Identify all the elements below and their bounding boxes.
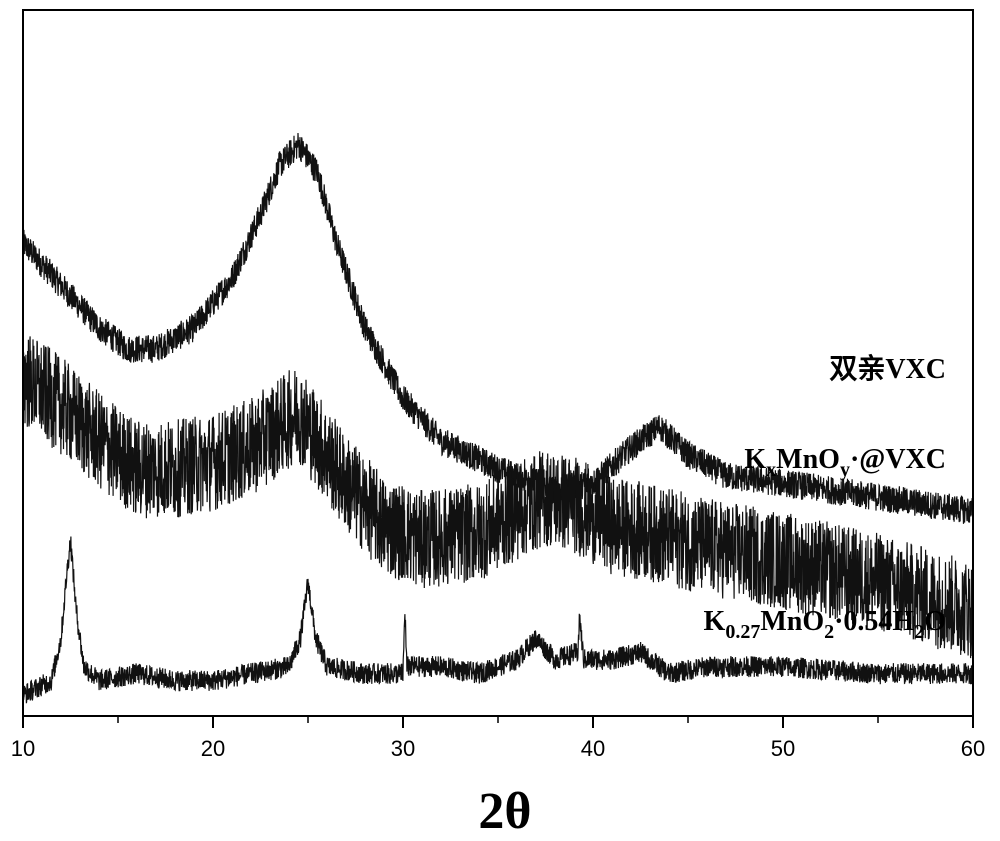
series-label-3-part-1: K xyxy=(704,606,726,637)
series-label-3-part-7: O xyxy=(924,606,946,637)
series-label-3: K0.27MnO2·0.54H2O xyxy=(704,606,946,643)
x-axis-label: 2θ xyxy=(478,783,531,840)
x-tick-label-20: 20 xyxy=(201,736,225,761)
x-tick-label-40: 40 xyxy=(581,736,605,761)
series-label-2-part-1: K xyxy=(744,444,766,475)
x-tick-label-30: 30 xyxy=(391,736,415,761)
series-label-1: 双亲VXC xyxy=(829,353,946,385)
series-label-3-part-3: MnO xyxy=(760,606,824,637)
series-label-2: KxMnOy·@VXC xyxy=(744,444,946,481)
series-label-1-part-1: 双亲VXC xyxy=(829,353,946,385)
series-label-3-part-4: 2 xyxy=(824,621,834,643)
series-label-2-part-2: x xyxy=(766,459,776,481)
x-tick-label-10: 10 xyxy=(11,736,35,761)
series-label-3-part-5: ·0.54H xyxy=(834,606,914,637)
series-label-2-part-3: MnO xyxy=(776,444,840,475)
x-tick-label-50: 50 xyxy=(771,736,795,761)
series-label-2-part-5: ·@VXC xyxy=(850,444,946,475)
series-label-3-part-2: 0.27 xyxy=(725,621,760,643)
series-label-2-part-4: y xyxy=(840,459,850,481)
x-tick-label-60: 60 xyxy=(961,736,985,761)
series-label-3-part-6: 2 xyxy=(914,621,924,643)
series-layer xyxy=(23,133,973,703)
x-axis: 10 20 30 40 50 60 xyxy=(11,716,985,761)
